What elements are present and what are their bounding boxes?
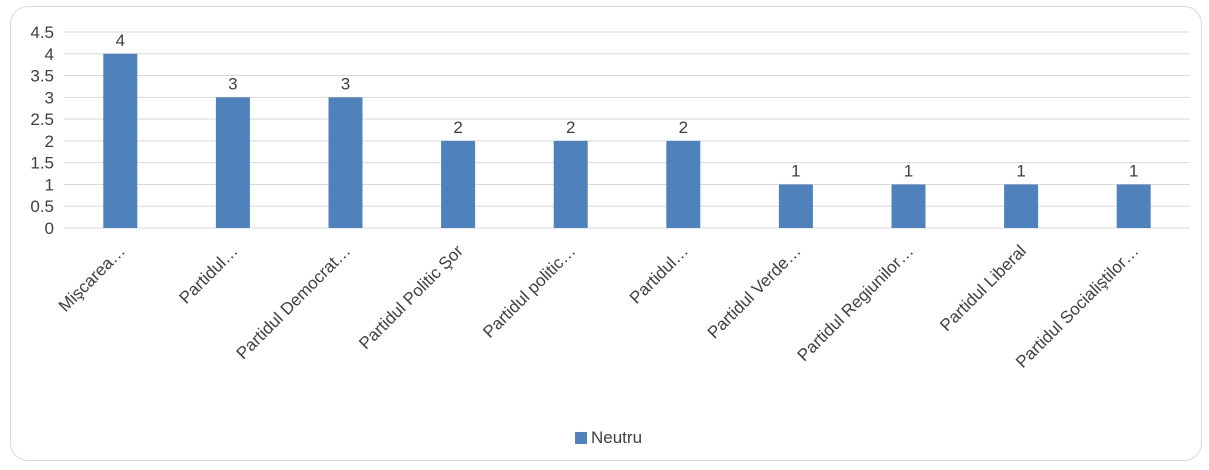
y-tick-label: 0.5 (30, 197, 54, 216)
y-tick-label: 0 (45, 219, 54, 238)
legend-label: Neutru (591, 428, 643, 447)
y-tick-label: 2 (45, 132, 54, 151)
legend-swatch (575, 432, 587, 444)
y-tick-label: 1.5 (30, 154, 54, 173)
data-label: 4 (116, 31, 125, 50)
y-tick-label: 3.5 (30, 67, 54, 86)
y-tick-label: 2.5 (30, 110, 54, 129)
y-tick-label: 1 (45, 175, 54, 194)
x-tick-label: Partidul Democrat… (233, 241, 355, 363)
data-label: 1 (1129, 161, 1138, 180)
x-tick-label: Partidul Politic Şor (355, 241, 467, 353)
data-label: 3 (228, 74, 237, 93)
x-tick-label: Partidul… (176, 241, 242, 307)
data-label: 1 (791, 161, 800, 180)
bar (441, 140, 476, 228)
data-label: 1 (1016, 161, 1025, 180)
x-tick-label: Partidul Socialiştilor… (1012, 241, 1142, 371)
y-tick-label: 3 (45, 88, 54, 107)
x-tick-label: Partidul Regiunilor… (794, 241, 918, 365)
legend: Neutru (575, 428, 642, 448)
bar (666, 140, 701, 228)
x-tick-label: Partidul Verde… (704, 241, 805, 342)
x-tick-label: Partidul… (626, 241, 692, 307)
data-label: 2 (453, 118, 462, 137)
x-tick-label: Partidul Liberal (936, 241, 1030, 335)
data-label: 3 (341, 74, 350, 93)
bar (778, 184, 813, 228)
chart-frame (10, 6, 1202, 461)
data-label: 1 (904, 161, 913, 180)
bar (328, 97, 363, 228)
bar (103, 53, 138, 229)
y-tick-label: 4.5 (30, 23, 54, 42)
bar (1004, 184, 1039, 228)
bar (553, 140, 588, 228)
data-label: 2 (679, 118, 688, 137)
x-tick-label: Mişcarea… (55, 241, 129, 315)
bar (891, 184, 926, 228)
y-tick-label: 4 (45, 45, 54, 64)
data-label: 2 (566, 118, 575, 137)
x-tick-label: Partidul politic… (479, 241, 579, 341)
bar (1116, 184, 1151, 228)
bar (215, 97, 250, 228)
